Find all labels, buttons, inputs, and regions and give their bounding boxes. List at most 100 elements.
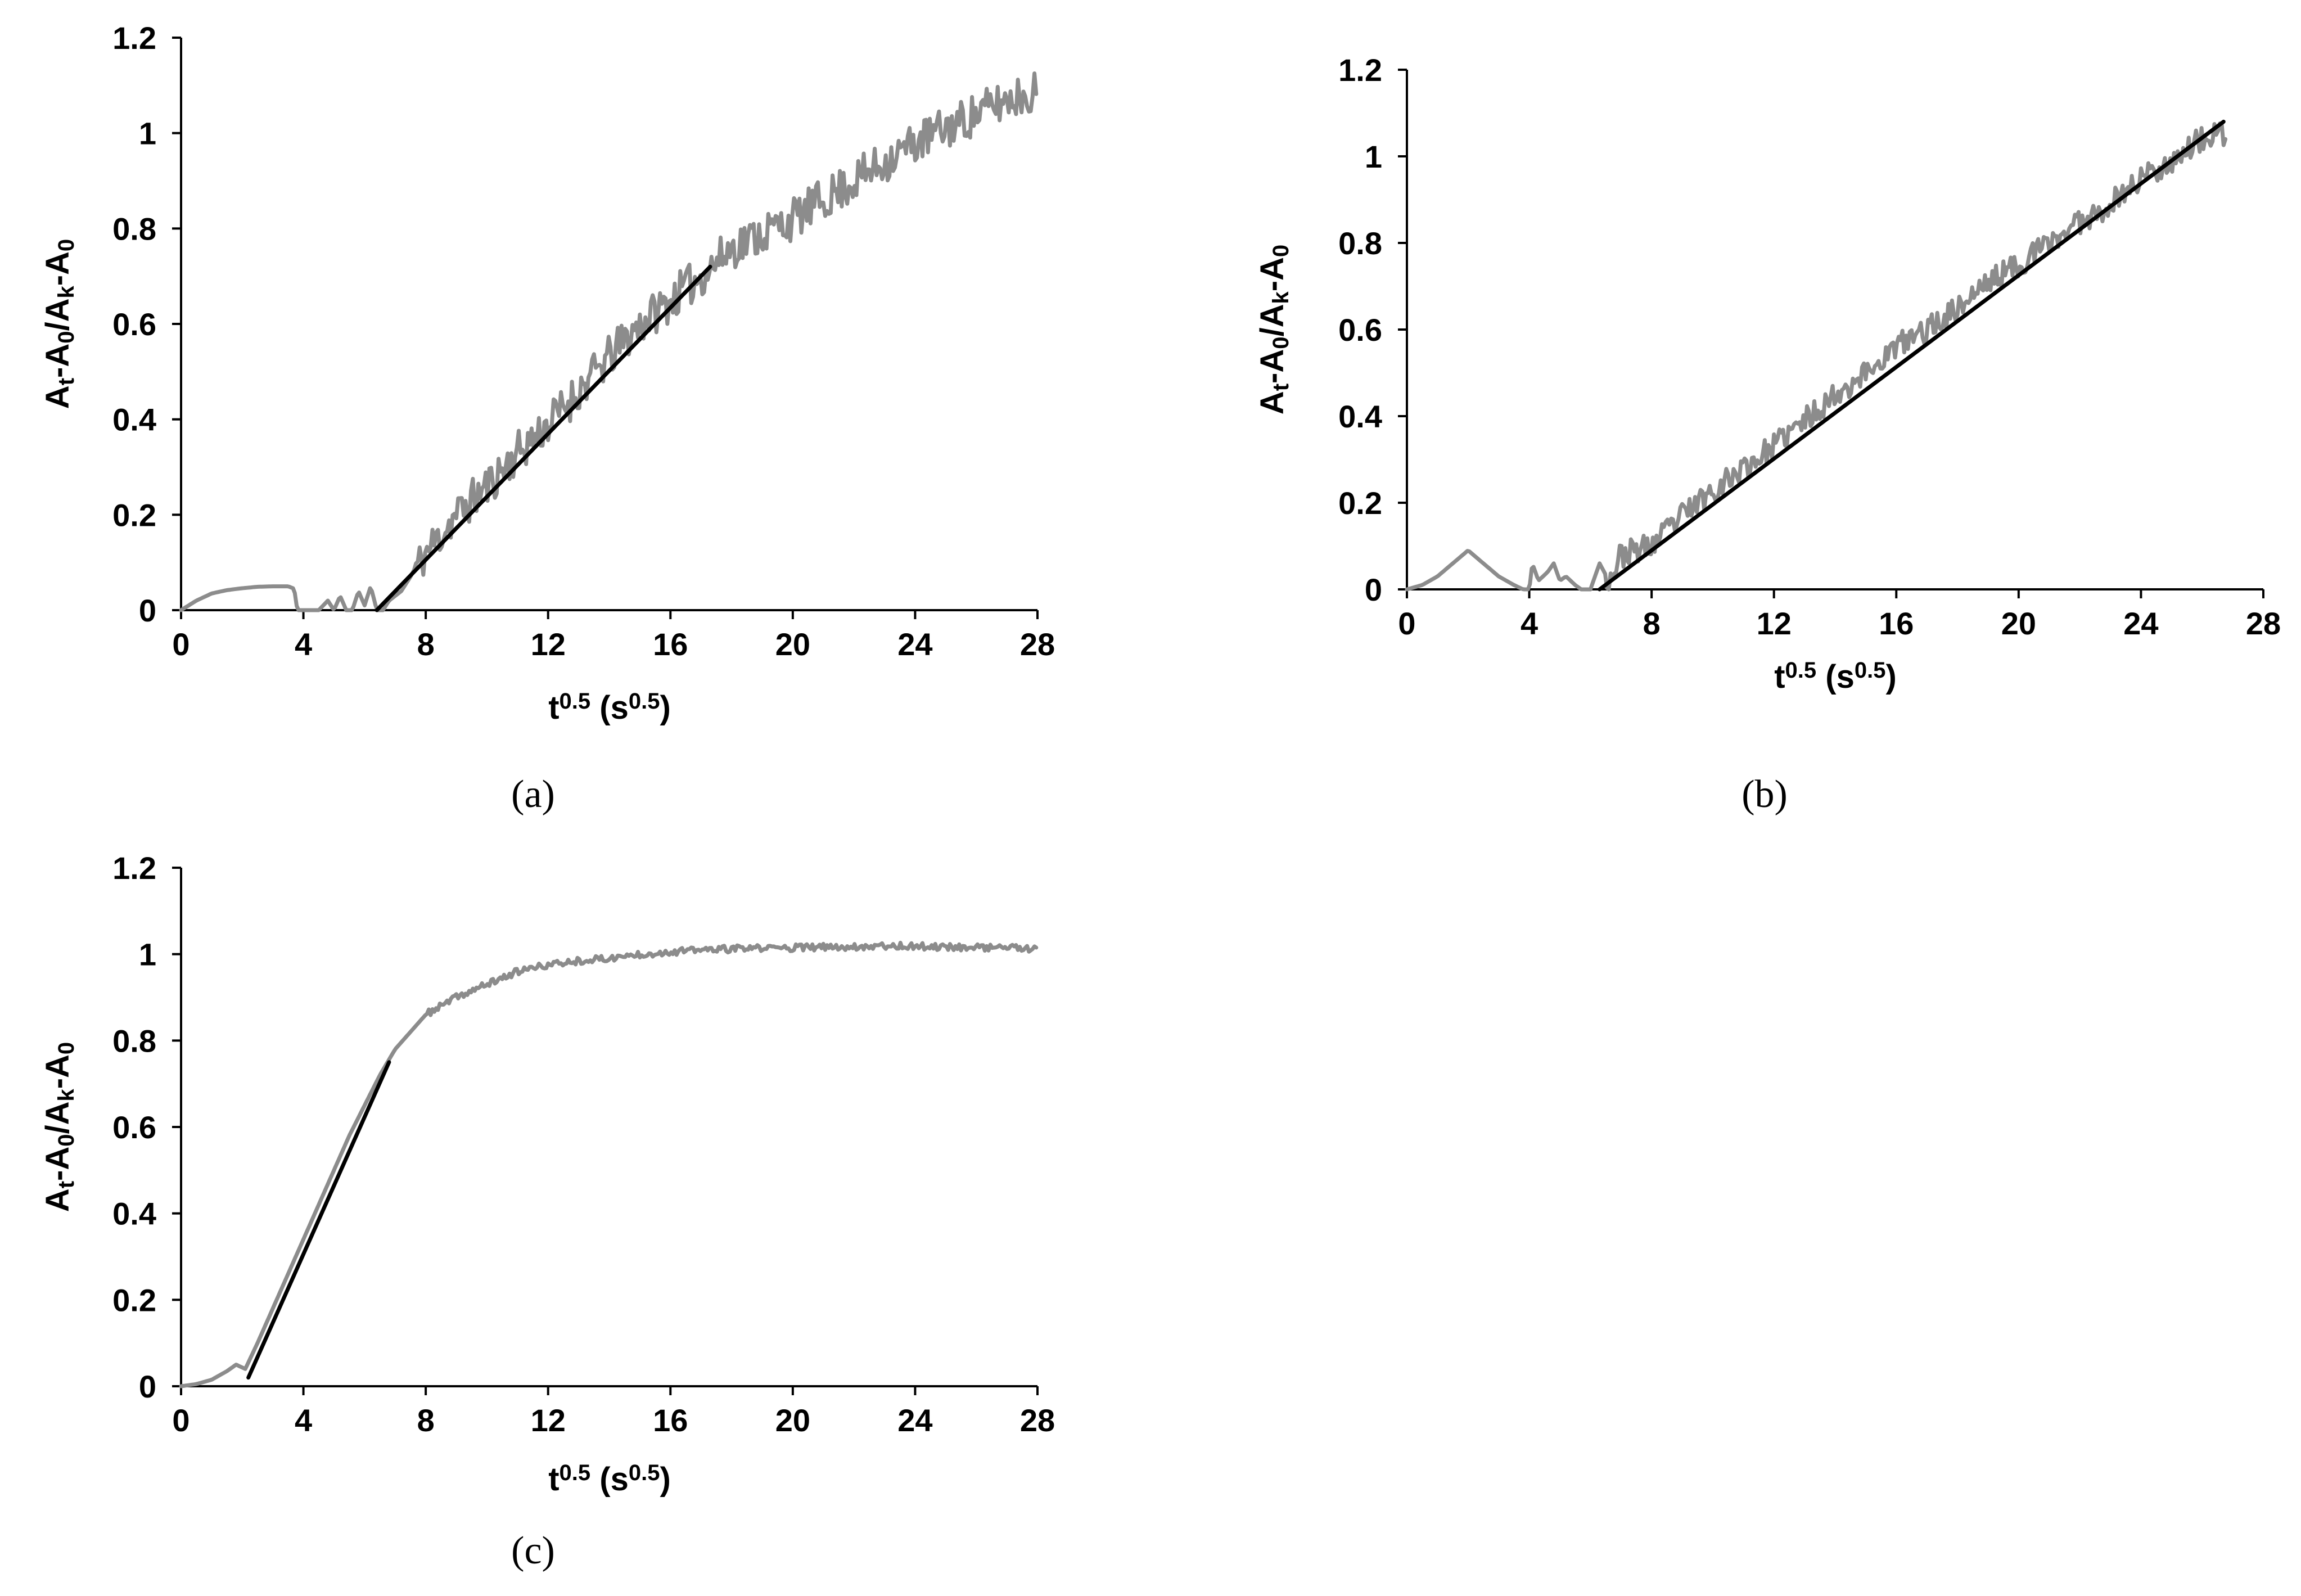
x-axis-label: t0.5 (s0.5) bbox=[548, 689, 671, 726]
x-tick-label: 4 bbox=[295, 1403, 312, 1438]
x-tick-label: 28 bbox=[1020, 1403, 1055, 1438]
y-axis-label-part: k bbox=[54, 1089, 79, 1102]
fit-line bbox=[1598, 119, 2226, 592]
chart-c: 0 4 8 12 16 20 24 2800.20.40.60.811.2At-A0/Ak-A… bbox=[39, 850, 1055, 1572]
y-tick-label: 0 bbox=[139, 593, 156, 628]
x-tick-label: 4 bbox=[1521, 606, 1538, 641]
panel-caption: (c) bbox=[511, 1529, 555, 1572]
panel-caption: (a) bbox=[511, 773, 555, 816]
x-tick-label: 8 bbox=[417, 626, 435, 662]
y-axis-label-part: -A bbox=[1254, 257, 1291, 291]
x-axis-label-part: (s bbox=[1816, 659, 1855, 695]
x-tick-label: 8 bbox=[417, 1403, 435, 1438]
y-tick-label: 0.6 bbox=[1338, 312, 1382, 348]
y-axis-label-part: t bbox=[1269, 384, 1293, 391]
data-series-line bbox=[1405, 121, 2228, 592]
y-tick-label: 0.6 bbox=[112, 306, 156, 342]
y-tick-label: 1 bbox=[1365, 139, 1382, 174]
y-tick-label: 0.4 bbox=[112, 402, 156, 438]
y-axis-label: At-A0/Ak-A0 bbox=[39, 239, 79, 409]
y-axis-label-part: -A bbox=[1254, 349, 1291, 384]
y-axis-label: At-A0/Ak-A0 bbox=[39, 1042, 79, 1212]
y-axis-label-part: A bbox=[39, 385, 76, 409]
y-tick-label: 1 bbox=[139, 116, 156, 151]
y-tick-label: 0.8 bbox=[112, 1023, 156, 1058]
x-tick-label: 0 bbox=[1398, 606, 1415, 641]
x-axis-label-part: ) bbox=[660, 1461, 670, 1498]
x-tick-label: 28 bbox=[1020, 626, 1055, 662]
x-tick-label: 12 bbox=[531, 1403, 566, 1438]
y-tick-label: 0.2 bbox=[112, 1282, 156, 1318]
x-axis-label-part: 0.5 bbox=[629, 1460, 660, 1485]
y-axis-label: At-A0/Ak-A0 bbox=[1254, 245, 1293, 414]
x-axis-label-part: t bbox=[548, 689, 559, 726]
x-tick-label: 24 bbox=[2123, 606, 2158, 641]
x-axis-label-part: 0.5 bbox=[1855, 658, 1886, 683]
x-axis-label: t0.5 (s0.5) bbox=[1774, 658, 1897, 695]
y-tick-label: 0 bbox=[1365, 572, 1382, 607]
y-tick-label: 1.2 bbox=[112, 20, 156, 56]
x-tick-label: 8 bbox=[1643, 606, 1661, 641]
x-tick-label: 16 bbox=[653, 626, 688, 662]
y-axis-label-part: /A bbox=[39, 1102, 76, 1134]
x-tick-label: 0 bbox=[172, 626, 190, 662]
x-axis-label-part: ) bbox=[1885, 659, 1896, 695]
y-tick-label: 0 bbox=[139, 1369, 156, 1404]
y-axis-label-part: A bbox=[39, 1188, 76, 1212]
y-axis-label-part: k bbox=[54, 286, 79, 299]
x-tick-label: 16 bbox=[653, 1403, 688, 1438]
y-axis-label-part: k bbox=[1269, 291, 1293, 304]
chart-a: 0 4 8 12 16 20 24 2800.20.40.60.811.2At-A0/Ak-A… bbox=[39, 20, 1055, 816]
x-tick-label: 28 bbox=[2246, 606, 2281, 641]
fit-line bbox=[246, 1060, 391, 1380]
y-axis-label-part: -A bbox=[39, 1054, 76, 1089]
x-tick-label: 12 bbox=[531, 626, 566, 662]
panel-caption: (b) bbox=[1741, 773, 1788, 816]
y-axis-label-part: A bbox=[1254, 391, 1291, 414]
y-tick-label: 0.4 bbox=[1338, 399, 1382, 434]
y-axis-label-part: /A bbox=[39, 299, 76, 331]
x-axis-label-part: t bbox=[1774, 659, 1785, 695]
x-tick-label: 20 bbox=[775, 1403, 810, 1438]
y-axis-label-part: 0 bbox=[54, 239, 79, 251]
y-tick-label: 1 bbox=[139, 937, 156, 972]
y-axis-label-part: 0 bbox=[54, 1134, 79, 1147]
y-axis-label-part: -A bbox=[39, 344, 76, 378]
x-axis-label-part: ) bbox=[660, 689, 670, 726]
x-axis-label-part: 0.5 bbox=[1785, 658, 1817, 683]
x-tick-label: 12 bbox=[1757, 606, 1792, 641]
y-axis-label-part: t bbox=[54, 1181, 79, 1188]
x-axis-label-part: 0.5 bbox=[560, 1460, 591, 1485]
x-tick-label: 24 bbox=[897, 1403, 932, 1438]
x-axis-label-part: t bbox=[548, 1461, 559, 1498]
y-tick-label: 1.2 bbox=[1338, 52, 1382, 88]
y-tick-label: 0.6 bbox=[112, 1110, 156, 1145]
y-tick-label: 0.4 bbox=[112, 1196, 156, 1232]
x-tick-label: 4 bbox=[295, 626, 312, 662]
y-axis-label-part: 0 bbox=[54, 1042, 79, 1054]
x-axis-label-part: (s bbox=[590, 1461, 629, 1498]
y-axis-label-part: 0 bbox=[1269, 337, 1293, 349]
x-axis-label: t0.5 (s0.5) bbox=[548, 1460, 671, 1498]
x-tick-label: 20 bbox=[775, 626, 810, 662]
y-axis-label-part: 0 bbox=[1269, 245, 1293, 257]
y-tick-label: 0.2 bbox=[1338, 485, 1382, 521]
x-axis-label-part: 0.5 bbox=[629, 689, 660, 714]
data-series-line bbox=[179, 71, 1039, 612]
y-tick-label: 0.2 bbox=[112, 497, 156, 533]
x-tick-label: 0 bbox=[172, 1403, 190, 1438]
y-tick-label: 0.8 bbox=[112, 211, 156, 246]
x-tick-label: 20 bbox=[2001, 606, 2036, 641]
y-axis-label-part: -A bbox=[39, 251, 76, 286]
x-axis-label-part: (s bbox=[590, 689, 629, 726]
x-tick-label: 16 bbox=[1879, 606, 1914, 641]
y-axis-label-part: /A bbox=[1254, 304, 1291, 337]
data-series-line bbox=[179, 940, 1039, 1388]
x-axis-label-part: 0.5 bbox=[560, 689, 591, 714]
y-tick-label: 0.8 bbox=[1338, 226, 1382, 261]
fit-line bbox=[375, 264, 712, 612]
x-tick-label: 24 bbox=[897, 626, 932, 662]
y-axis-label-part: t bbox=[54, 378, 79, 385]
y-axis-label-part: -A bbox=[39, 1147, 76, 1181]
